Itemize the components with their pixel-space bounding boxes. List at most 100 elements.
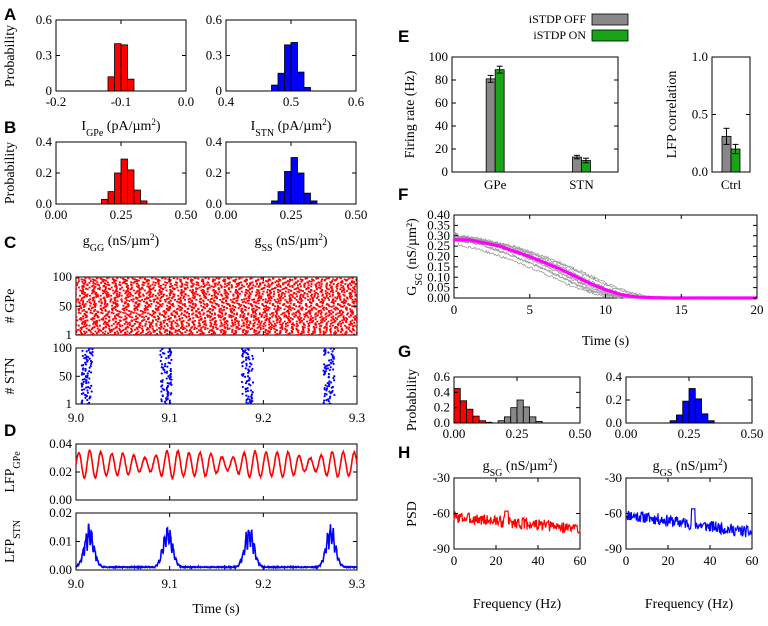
spike-dot xyxy=(89,304,92,307)
spike-dot xyxy=(260,320,263,323)
spike-dot xyxy=(246,389,250,393)
spike-dot xyxy=(111,281,114,284)
spike-dot xyxy=(132,324,135,327)
spike-dot xyxy=(108,310,111,313)
spike-dot xyxy=(261,293,264,295)
spike-dot xyxy=(185,325,188,328)
spike-dot xyxy=(92,303,95,306)
spike-dot xyxy=(92,284,95,287)
spike-dot xyxy=(238,277,241,280)
spike-dot xyxy=(95,332,98,335)
spike-dot xyxy=(236,284,239,287)
spike-dot xyxy=(102,331,105,334)
spike-dot xyxy=(248,284,251,287)
spike-dot xyxy=(82,320,85,323)
spike-dot xyxy=(286,321,289,324)
spike-dot xyxy=(231,319,234,322)
spike-dot xyxy=(76,300,78,303)
spike-dot xyxy=(325,277,328,280)
spike-dot xyxy=(137,325,140,328)
spike-dot xyxy=(166,381,169,385)
spike-dot xyxy=(104,305,107,308)
spike-dot xyxy=(220,293,223,296)
spike-dot xyxy=(81,297,84,299)
spike-dot xyxy=(190,279,193,282)
spike-dot xyxy=(179,292,182,295)
spike-dot xyxy=(355,279,357,282)
psd-trace xyxy=(625,508,753,538)
histogram-bar xyxy=(707,420,715,424)
spike-dot xyxy=(240,325,243,328)
spike-dot xyxy=(232,279,235,282)
spike-dot xyxy=(265,318,268,321)
spike-dot xyxy=(223,278,226,281)
spike-dot xyxy=(333,321,336,324)
y-tick-label: 0.01 xyxy=(49,534,72,549)
spike-dot xyxy=(249,362,252,365)
spike-dot xyxy=(332,304,335,307)
spike-dot xyxy=(205,324,208,326)
spike-dot xyxy=(354,317,357,320)
spike-dot xyxy=(85,379,88,382)
spike-dot xyxy=(325,312,328,315)
spike-dot xyxy=(205,297,208,299)
spike-dot xyxy=(299,294,302,297)
spike-dot xyxy=(241,331,244,333)
spike-dot xyxy=(336,328,339,331)
spike-dot xyxy=(302,318,305,321)
panel-a2: 00.30.60.4 0.5 0.6 xyxy=(206,12,365,109)
spike-dot xyxy=(155,324,158,327)
spike-dot xyxy=(198,311,201,314)
spike-dot xyxy=(199,298,202,301)
spike-dot xyxy=(145,292,148,295)
spike-dot xyxy=(277,283,280,285)
spike-dot xyxy=(204,326,207,329)
spike-dot xyxy=(310,293,313,296)
spike-dot xyxy=(243,313,246,315)
spike-dot xyxy=(121,300,124,303)
spike-dot xyxy=(175,325,178,328)
spike-dot xyxy=(141,313,144,315)
spike-dot xyxy=(216,297,219,299)
spike-dot xyxy=(118,327,121,330)
spike-dot xyxy=(84,281,87,284)
spike-dot xyxy=(181,317,184,319)
spike-dot xyxy=(314,315,317,318)
spike-dot xyxy=(169,317,172,319)
spike-dot xyxy=(87,349,90,352)
spike-dot xyxy=(161,379,164,382)
spike-dot xyxy=(309,317,312,320)
spike-dot xyxy=(93,325,96,328)
spike-dot xyxy=(126,323,129,326)
spike-dot xyxy=(206,310,209,313)
spike-dot xyxy=(181,284,184,287)
spike-dot xyxy=(114,291,117,294)
spike-dot xyxy=(127,322,130,325)
spike-dot xyxy=(330,313,333,315)
spike-dot xyxy=(228,304,231,307)
spike-dot xyxy=(84,375,87,378)
spike-dot xyxy=(239,327,242,330)
spike-dot xyxy=(191,290,194,292)
spike-dot xyxy=(153,300,156,303)
spike-dot xyxy=(355,317,357,319)
spike-dot xyxy=(283,314,286,316)
spike-dot xyxy=(313,327,316,329)
spike-dot xyxy=(224,312,227,315)
spike-dot xyxy=(345,331,348,334)
spike-dot xyxy=(84,279,87,282)
spike-dot xyxy=(350,293,353,295)
spike-dot xyxy=(139,314,142,316)
spike-dot xyxy=(96,283,99,286)
spike-dot xyxy=(198,322,201,325)
spike-dot xyxy=(149,325,152,328)
spike-dot xyxy=(167,375,170,378)
spike-dot xyxy=(204,320,207,322)
spike-dot xyxy=(245,394,248,397)
spike-dot xyxy=(261,281,264,284)
spike-dot xyxy=(183,314,186,316)
spike-dot xyxy=(351,319,354,322)
spike-dot xyxy=(141,286,144,289)
spike-dot xyxy=(152,277,155,278)
spike-dot xyxy=(299,285,302,288)
